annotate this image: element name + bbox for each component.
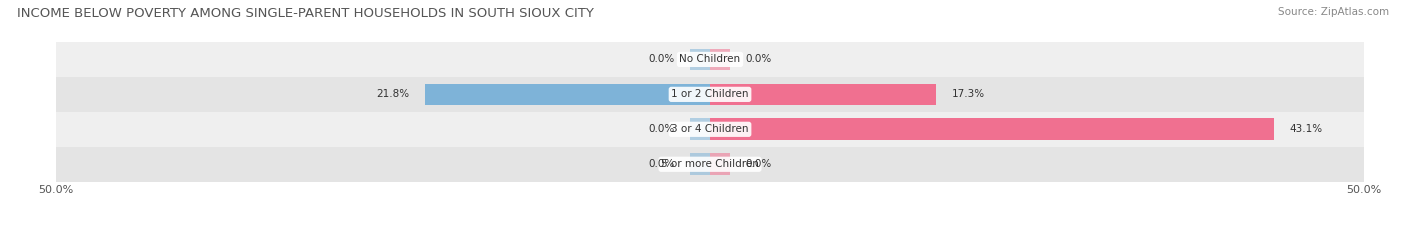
Text: 43.1%: 43.1% bbox=[1289, 124, 1323, 134]
Bar bbox=[710, 84, 936, 105]
Bar bbox=[425, 84, 710, 105]
Text: 17.3%: 17.3% bbox=[952, 89, 986, 99]
Text: 0.0%: 0.0% bbox=[648, 159, 675, 169]
Bar bbox=[690, 154, 710, 175]
Bar bbox=[690, 118, 710, 140]
Bar bbox=[710, 118, 1274, 140]
Bar bbox=[56, 77, 1364, 112]
Bar bbox=[690, 49, 710, 70]
Text: 0.0%: 0.0% bbox=[648, 55, 675, 64]
Text: 21.8%: 21.8% bbox=[377, 89, 409, 99]
Bar bbox=[56, 147, 1364, 182]
Bar bbox=[710, 49, 730, 70]
Text: 0.0%: 0.0% bbox=[745, 55, 772, 64]
Bar bbox=[56, 42, 1364, 77]
Text: 0.0%: 0.0% bbox=[745, 159, 772, 169]
Bar bbox=[710, 154, 730, 175]
Text: Source: ZipAtlas.com: Source: ZipAtlas.com bbox=[1278, 7, 1389, 17]
Text: 5 or more Children: 5 or more Children bbox=[661, 159, 759, 169]
Text: 3 or 4 Children: 3 or 4 Children bbox=[671, 124, 749, 134]
Text: 0.0%: 0.0% bbox=[648, 124, 675, 134]
Text: INCOME BELOW POVERTY AMONG SINGLE-PARENT HOUSEHOLDS IN SOUTH SIOUX CITY: INCOME BELOW POVERTY AMONG SINGLE-PARENT… bbox=[17, 7, 593, 20]
Text: 1 or 2 Children: 1 or 2 Children bbox=[671, 89, 749, 99]
Text: No Children: No Children bbox=[679, 55, 741, 64]
Bar bbox=[56, 112, 1364, 147]
